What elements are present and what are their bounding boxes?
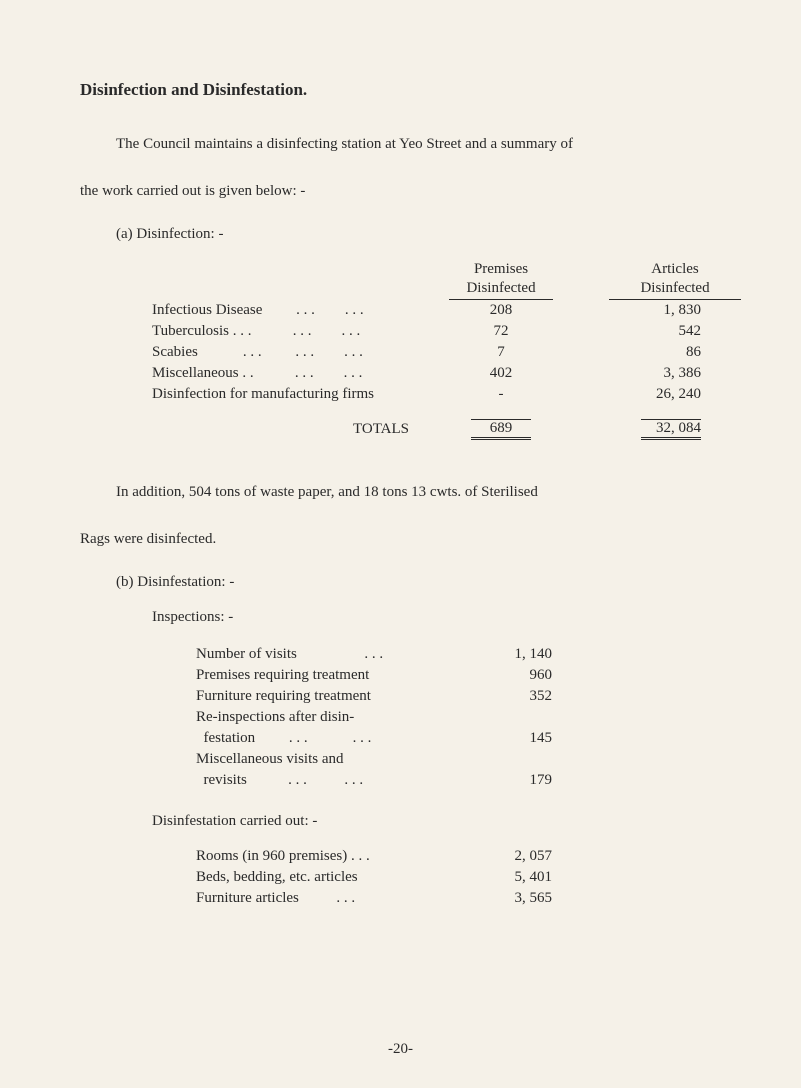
row-premises: 402 bbox=[449, 363, 553, 384]
item-value: 3, 565 bbox=[484, 888, 560, 909]
row-premises: 7 bbox=[449, 342, 553, 363]
row-label: Infectious Disease . . . . . . bbox=[80, 300, 449, 322]
section-title: Disinfection and Disinfestation. bbox=[80, 80, 741, 100]
list-item: Re-inspections after disin- bbox=[188, 707, 560, 728]
mid-text-2: Rags were disinfected. bbox=[80, 523, 741, 556]
item-label: Number of visits . . . bbox=[188, 644, 484, 665]
list-item: Furniture articles . . .3, 565 bbox=[188, 888, 560, 909]
row-label: Miscellaneous . . . . . . . . bbox=[80, 363, 449, 384]
list-item: Rooms (in 960 premises) . . .2, 057 bbox=[188, 846, 560, 867]
item-value: 179 bbox=[484, 770, 560, 791]
row-premises: 72 bbox=[449, 321, 553, 342]
subsection-a: (a) Disinfection: - bbox=[116, 226, 741, 243]
row-label: Scabies . . . . . . . . . bbox=[80, 342, 449, 363]
col-header-premises-2: Disinfected bbox=[449, 280, 553, 300]
row-premises: 208 bbox=[449, 300, 553, 322]
item-label: Premises requiring treatment bbox=[188, 665, 484, 686]
totals-label: TOTALS bbox=[80, 405, 449, 446]
disinfection-table: Premises Articles Disinfected Disinfecte… bbox=[80, 261, 741, 446]
item-value bbox=[484, 707, 560, 728]
inspections-table: Number of visits . . .1, 140 Premises re… bbox=[188, 644, 560, 791]
item-value: 145 bbox=[484, 728, 560, 749]
list-item: Premises requiring treatment960 bbox=[188, 665, 560, 686]
table-row: Miscellaneous . . . . . . . . 402 3, 386 bbox=[80, 363, 741, 384]
row-articles: 26, 240 bbox=[609, 384, 741, 405]
item-value: 5, 401 bbox=[484, 867, 560, 888]
list-item: Furniture requiring treatment352 bbox=[188, 686, 560, 707]
inspections-label: Inspections: - bbox=[152, 609, 741, 626]
col-header-articles-2: Disinfected bbox=[609, 280, 741, 300]
table-row: Disinfection for manufacturing firms - 2… bbox=[80, 384, 741, 405]
intro-line-2: the work carried out is given below: - bbox=[80, 175, 741, 208]
list-item: Miscellaneous visits and bbox=[188, 749, 560, 770]
mid-text-1: In addition, 504 tons of waste paper, an… bbox=[80, 476, 741, 509]
row-articles: 3, 386 bbox=[609, 363, 741, 384]
item-label: Miscellaneous visits and bbox=[188, 749, 484, 770]
col-header-articles-1: Articles bbox=[609, 261, 741, 280]
totals-row: TOTALS 689 32, 084 bbox=[80, 405, 741, 446]
document-page: Disinfection and Disinfestation. The Cou… bbox=[0, 0, 801, 1088]
page-number: -20- bbox=[0, 1041, 801, 1058]
row-label: Disinfection for manufacturing firms bbox=[80, 384, 449, 405]
subsection-b: (b) Disinfestation: - bbox=[116, 574, 741, 591]
totals-premises: 689 bbox=[471, 419, 531, 440]
item-value bbox=[484, 749, 560, 770]
list-item: Beds, bedding, etc. articles5, 401 bbox=[188, 867, 560, 888]
table-row: Scabies . . . . . . . . . 7 86 bbox=[80, 342, 741, 363]
item-value: 960 bbox=[484, 665, 560, 686]
intro-line-1: The Council maintains a disinfecting sta… bbox=[80, 128, 741, 161]
row-articles: 542 bbox=[609, 321, 741, 342]
list-item: festation . . . . . .145 bbox=[188, 728, 560, 749]
item-label: Furniture articles . . . bbox=[188, 888, 484, 909]
item-value: 1, 140 bbox=[484, 644, 560, 665]
row-label: Tuberculosis . . . . . . . . . bbox=[80, 321, 449, 342]
item-label: festation . . . . . . bbox=[188, 728, 484, 749]
row-premises: - bbox=[449, 384, 553, 405]
col-header-premises-1: Premises bbox=[449, 261, 553, 280]
row-articles: 1, 830 bbox=[609, 300, 741, 322]
item-value: 2, 057 bbox=[484, 846, 560, 867]
item-label: Beds, bedding, etc. articles bbox=[188, 867, 484, 888]
carried-out-table: Rooms (in 960 premises) . . .2, 057 Beds… bbox=[188, 846, 560, 909]
carried-out-label: Disinfestation carried out: - bbox=[152, 813, 741, 830]
table-row: Tuberculosis . . . . . . . . . 72 542 bbox=[80, 321, 741, 342]
totals-articles: 32, 084 bbox=[641, 419, 701, 440]
item-label: Re-inspections after disin- bbox=[188, 707, 484, 728]
item-label: revisits . . . . . . bbox=[188, 770, 484, 791]
table-row: Infectious Disease . . . . . . 208 1, 83… bbox=[80, 300, 741, 322]
list-item: revisits . . . . . .179 bbox=[188, 770, 560, 791]
list-item: Number of visits . . .1, 140 bbox=[188, 644, 560, 665]
item-label: Rooms (in 960 premises) . . . bbox=[188, 846, 484, 867]
item-value: 352 bbox=[484, 686, 560, 707]
item-label: Furniture requiring treatment bbox=[188, 686, 484, 707]
row-articles: 86 bbox=[609, 342, 741, 363]
